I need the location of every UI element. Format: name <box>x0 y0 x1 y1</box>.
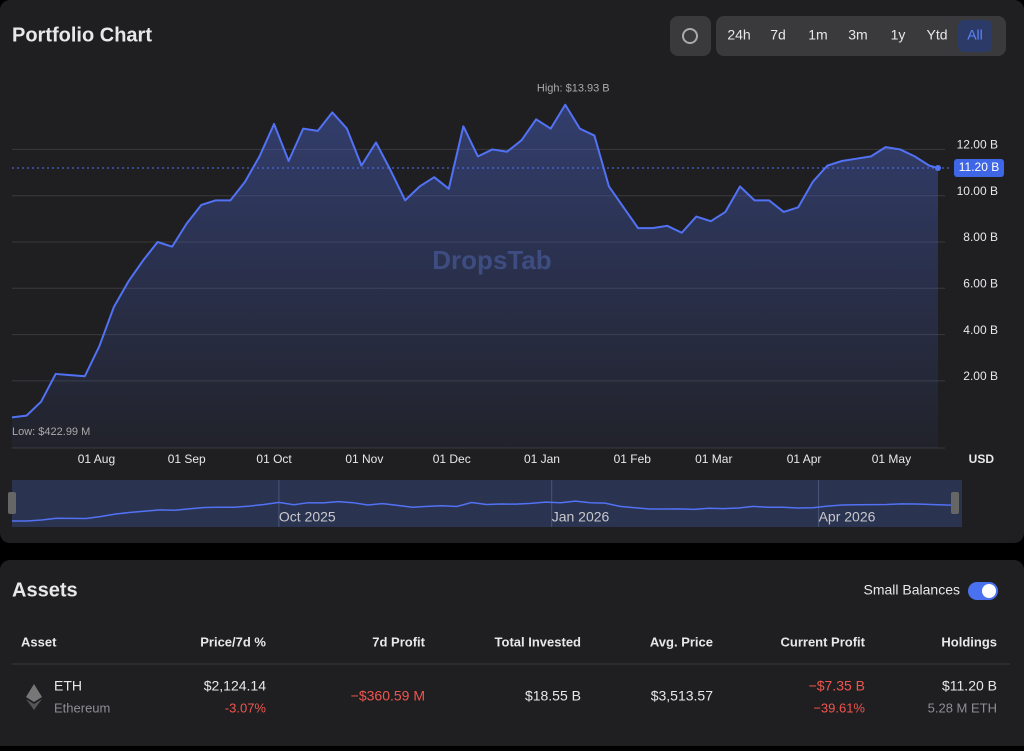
range-label[interactable]: 24h <box>727 27 750 43</box>
x-tick-label: 01 Apr <box>787 452 822 466</box>
line <box>11 103 939 419</box>
assets-card <box>0 560 1024 751</box>
x-tick-label: 01 May <box>872 452 911 466</box>
asset-symbol: ETH <box>54 678 82 694</box>
navigator-handle[interactable] <box>951 492 959 514</box>
last-point <box>935 164 941 171</box>
price: $2,124.14 <box>204 678 266 694</box>
range-label[interactable]: 3m <box>848 27 867 43</box>
navigator <box>12 480 962 527</box>
high-label: High: $13.93 B <box>537 83 610 95</box>
area <box>12 104 938 449</box>
gear-icon <box>682 28 698 44</box>
col-header: 7d Profit <box>372 634 425 649</box>
holdings-qty: 5.28 M ETH <box>928 700 997 715</box>
col-header: Holdings <box>941 634 997 649</box>
y-tick-label: 6.00 B <box>963 276 998 290</box>
eth-icon <box>26 699 42 710</box>
eth-icon <box>26 684 42 702</box>
x-tick-label: 01 Dec <box>433 452 471 466</box>
y-tick-label: 4.00 B <box>963 323 998 337</box>
x-tick-label: 01 Aug <box>78 452 115 466</box>
assets-title: Assets <box>12 579 78 601</box>
col-header: Price/7d % <box>200 634 266 649</box>
low-label: Low: $422.99 M <box>12 426 90 438</box>
y-tick-label: 8.00 B <box>963 230 998 244</box>
avg-price: $3,513.57 <box>651 688 713 704</box>
range-label[interactable]: Ytd <box>926 27 947 43</box>
y-tick-label: 12.00 B <box>957 138 998 152</box>
col-header: Asset <box>21 634 57 649</box>
x-tick-label: 01 Nov <box>345 452 383 466</box>
x-tick-label: 01 Sep <box>168 452 206 466</box>
range-label: All <box>967 27 983 43</box>
x-tick-label: 01 Oct <box>256 452 292 466</box>
current-profit: −$7.35 B <box>809 678 865 694</box>
y-unit: USD <box>969 452 995 466</box>
current-label: 11.20 B <box>959 160 999 174</box>
navigator-label: Jan 2026 <box>552 509 610 525</box>
holdings: $11.20 B <box>942 678 997 694</box>
col-header: Avg. Price <box>650 634 713 649</box>
range-button[interactable] <box>958 20 992 52</box>
navigator-label: Apr 2026 <box>819 509 876 525</box>
range-label[interactable]: 7d <box>770 27 786 43</box>
x-tick-label: 01 Mar <box>695 452 732 466</box>
range-label[interactable]: 1y <box>891 27 906 43</box>
col-header: Current Profit <box>781 634 866 649</box>
range-label[interactable]: 1m <box>808 27 827 43</box>
range-group <box>716 16 1006 56</box>
invested: $18.55 B <box>525 688 581 704</box>
toggle-label: Small Balances <box>864 582 961 598</box>
x-tick-label: 01 Feb <box>614 452 652 466</box>
navigator-label: Oct 2025 <box>279 509 336 525</box>
navigator-handle[interactable] <box>8 492 16 514</box>
current-badge <box>954 158 1004 177</box>
asset-name: Ethereum <box>54 700 110 715</box>
profit-7d: −$360.59 M <box>351 688 425 704</box>
y-tick-label: 2.00 B <box>963 369 998 383</box>
navigator-line <box>11 500 956 522</box>
settings-button[interactable] <box>670 16 711 56</box>
y-tick-label: 10.00 B <box>957 184 998 198</box>
title: Portfolio Chart <box>12 24 152 46</box>
toggle-knob <box>982 584 996 598</box>
col-header: Total Invested <box>495 634 582 649</box>
current-profit-pct: −39.61% <box>813 700 865 715</box>
change: -3.07% <box>225 700 267 715</box>
x-tick-label: 01 Jan <box>524 452 560 466</box>
